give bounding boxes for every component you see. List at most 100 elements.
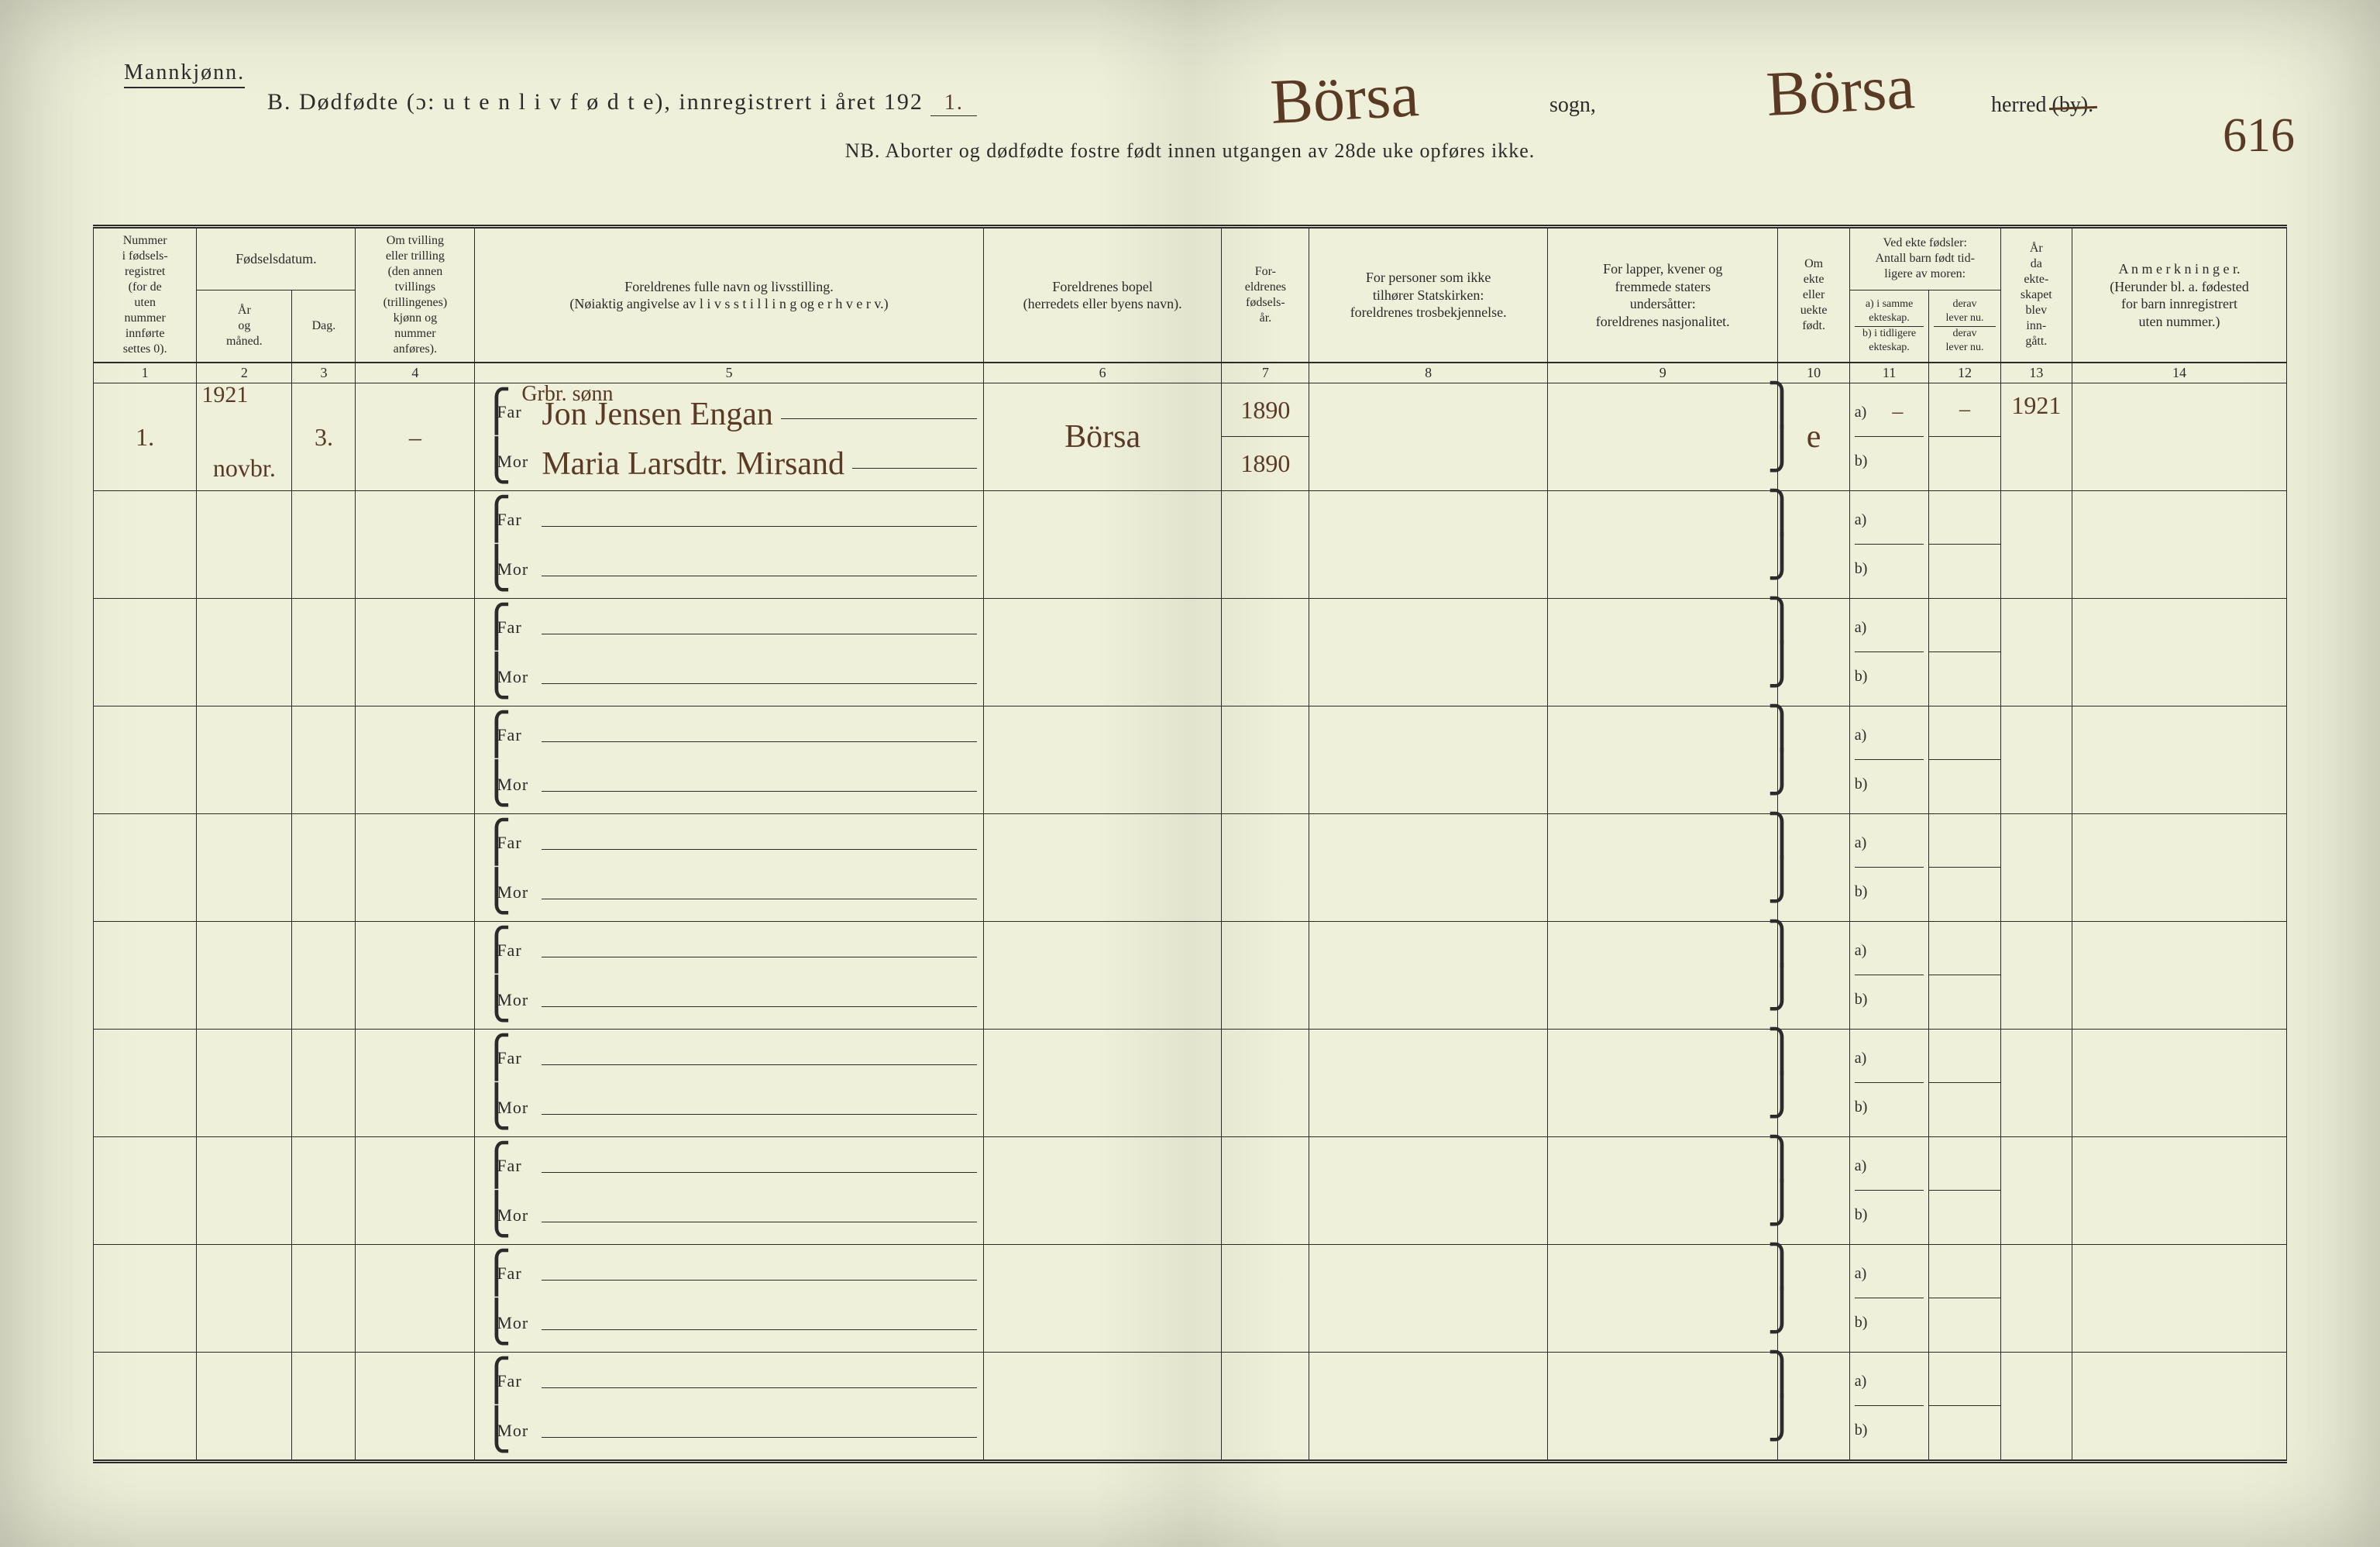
marriage-year: 1921	[2001, 383, 2072, 490]
colnum: 8	[1309, 363, 1548, 383]
cell	[292, 706, 356, 814]
cell	[356, 706, 475, 814]
cell	[2072, 1030, 2286, 1137]
cell	[983, 491, 1222, 599]
parent-label: Far	[497, 510, 534, 530]
cell	[292, 922, 356, 1030]
cell: ⎧Far ⎩Mor	[475, 1030, 983, 1137]
col-5-head: Foreldrenes fulle navn og livsstilling. …	[475, 227, 983, 363]
cell	[197, 814, 292, 922]
col-2-top: Fødselsdatum.	[197, 227, 356, 290]
cell	[1778, 1353, 1849, 1462]
colnum: 9	[1548, 363, 1778, 383]
cell	[1222, 922, 1309, 1030]
cell	[983, 1353, 1222, 1462]
cell: a)b)	[1849, 814, 1929, 922]
col-2b-head: Dag.	[292, 290, 356, 363]
cell	[2000, 1137, 2072, 1245]
table-head: Nummer i fødsels- registret (for de uten…	[94, 227, 2287, 383]
col-11-top: Ved ekte fødsler: Antall barn født tid- …	[1849, 227, 2000, 290]
table-row: ⎧Far ⎩Mor ⎫⎭ a)b)	[94, 491, 2287, 599]
cell: a)b)	[1849, 491, 1929, 599]
brace-icon: ⎧	[481, 1251, 489, 1296]
far-label: Far	[497, 402, 534, 422]
cell: a)b)	[1849, 1137, 1929, 1245]
rule-line	[542, 849, 976, 850]
ab-label: a)	[1855, 1265, 1867, 1283]
brace-icon: ⎧	[481, 1036, 489, 1081]
cell	[1309, 1030, 1548, 1137]
rule-line	[542, 791, 976, 792]
ab-label: b)	[1855, 560, 1868, 578]
ab-label: a)	[1855, 942, 1867, 960]
table-body: 1. 1921 novbr. 3. – Grbr. sønn ⎧ Far	[94, 383, 2287, 1462]
parent-label: Far	[497, 617, 534, 638]
cell: a)b)	[1849, 599, 1929, 706]
c8-val	[1309, 383, 1547, 490]
brace-icon: ⎫⎭	[1766, 1030, 1774, 1118]
parent-label: Mor	[497, 990, 534, 1010]
brace-icon: ⎫⎭	[1766, 706, 1774, 795]
mor-label: Mor	[497, 452, 534, 472]
sogn-handwritten: Börsa	[1269, 58, 1421, 139]
cell	[94, 1030, 197, 1137]
cell	[1309, 706, 1548, 814]
rule-line	[542, 741, 976, 742]
brace-icon: ⎩	[481, 547, 489, 592]
cell: ⎧Far ⎩Mor	[475, 1353, 983, 1462]
ab-label: a)	[1855, 834, 1867, 852]
cell: ⎫⎭	[1548, 1030, 1778, 1137]
rule-line	[542, 1280, 976, 1281]
cell	[1929, 599, 2000, 706]
cell	[356, 491, 475, 599]
cell	[197, 922, 292, 1030]
cell	[1929, 1137, 2000, 1245]
table-row: ⎧Far ⎩Mor ⎫⎭ a)b)	[94, 1137, 2287, 1245]
parent-label: Mor	[497, 1098, 534, 1118]
b-label: b)	[1855, 452, 1868, 470]
cell	[292, 599, 356, 706]
ab-label: b)	[1855, 991, 1868, 1009]
cell	[2000, 922, 2072, 1030]
herred-handwritten: Börsa	[1765, 50, 1917, 131]
brace-icon: ⎩	[481, 762, 489, 807]
cell	[1778, 922, 1849, 1030]
brace-icon: ⎩	[481, 439, 489, 484]
cell: ⎫⎭	[1548, 491, 1778, 599]
col-2a-head: År og måned.	[197, 290, 292, 363]
cell	[1778, 814, 1849, 922]
cell	[1222, 1137, 1309, 1245]
cell	[292, 814, 356, 922]
rule-line	[542, 1172, 976, 1173]
ab-label: a)	[1855, 1050, 1867, 1067]
brace-icon: ⎩	[481, 1301, 489, 1346]
parent-label: Mor	[497, 667, 534, 687]
cell	[2000, 814, 2072, 922]
cell	[197, 1030, 292, 1137]
column-numbers: 1 2 3 4 5 6 7 8 9 10 11 12 13 14	[94, 363, 2287, 383]
nb-line: NB. Aborter og dødfødte fostre født inne…	[93, 139, 2287, 163]
cell: ⎧Far ⎩Mor	[475, 814, 983, 922]
brace-icon: ⎩	[481, 870, 489, 915]
parent-label: Far	[497, 725, 534, 745]
col-11b-head: derav lever nu. derav lever nu.	[1929, 290, 2000, 363]
parent-label: Mor	[497, 1313, 534, 1333]
cell	[94, 491, 197, 599]
cell	[1222, 1353, 1309, 1462]
cell	[1309, 1137, 1548, 1245]
cell	[1309, 922, 1548, 1030]
mother-name: Maria Larsdtr. Mirsand	[542, 445, 844, 483]
parent-label: Far	[497, 1156, 534, 1176]
cell	[2072, 706, 2286, 814]
col-4-head: Om tvilling eller trilling (den annen tv…	[356, 227, 475, 363]
rule-line	[542, 1387, 976, 1388]
brace-icon: ⎧	[481, 1359, 489, 1404]
cell: a)b)	[1849, 1030, 1929, 1137]
parent-label: Mor	[497, 775, 534, 795]
cell	[1929, 922, 2000, 1030]
cell: ⎫⎭	[1548, 599, 1778, 706]
header: Mannkjønn. B. Dødfødte (ɔ: u t e n l i v…	[93, 54, 2287, 225]
ekte: e	[1778, 383, 1849, 490]
cell: ⎫⎭	[1548, 1353, 1778, 1462]
col-9-head: For lapper, kvener og fremmede staters u…	[1548, 227, 1778, 363]
